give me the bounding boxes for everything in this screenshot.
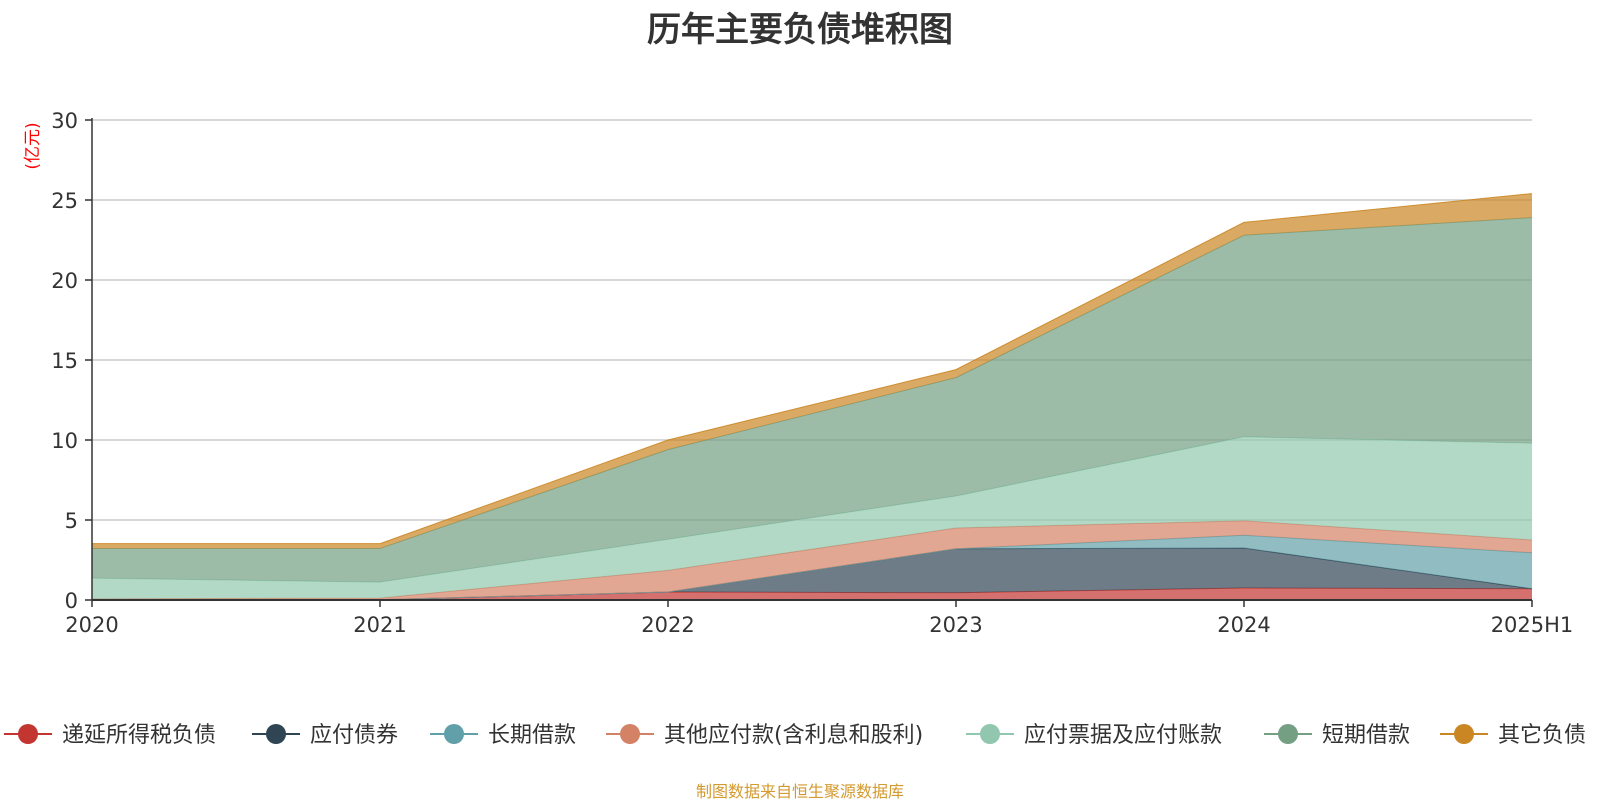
legend-item-3: 长期借款 <box>430 723 576 748</box>
legend-label: 应付债券 <box>310 723 398 748</box>
x-tick-label: 2024 <box>1217 613 1270 637</box>
legend-label: 应付票据及应付账款 <box>1024 723 1222 748</box>
area-series-6 <box>92 217 1532 583</box>
x-tick-label: 2023 <box>929 613 982 637</box>
area-layers <box>91 193 1533 601</box>
y-tick-label: 20 <box>51 269 78 293</box>
area-series-4 <box>92 520 1532 600</box>
area-series-1 <box>92 588 1532 600</box>
x-tick-label: 2021 <box>353 613 406 637</box>
legend-item-4: 其他应付款(含利息和股利) <box>606 723 923 748</box>
legend-label: 递延所得税负债 <box>62 723 216 748</box>
legend: 递延所得税负债 应付债券 长期借款 其他应付款(含利息和股利) 应付票据及应付账款 短期借… <box>4 723 1586 748</box>
legend-item-5: 应付票据及应付账款 <box>966 723 1222 748</box>
legend-marker <box>1278 724 1298 744</box>
legend-label: 其它负债 <box>1498 723 1586 748</box>
y-axis-label: (亿元) <box>23 122 43 169</box>
legend-item-7: 其它负债 <box>1440 723 1586 748</box>
y-tick-label: 30 <box>51 109 78 133</box>
legend-marker <box>266 724 286 744</box>
x-tick-label: 2020 <box>65 613 118 637</box>
area-edge-7 <box>92 193 1533 545</box>
legend-label: 短期借款 <box>1322 723 1410 748</box>
x-tick-label: 2022 <box>641 613 694 637</box>
legend-marker <box>1454 724 1474 744</box>
y-tick-label: 15 <box>51 349 78 373</box>
x-tick-label: 2025H1 <box>1491 613 1574 637</box>
legend-marker <box>620 724 640 744</box>
legend-item-6: 短期借款 <box>1264 723 1410 748</box>
legend-label: 其他应付款(含利息和股利) <box>664 723 923 748</box>
legend-label: 长期借款 <box>488 723 576 748</box>
legend-marker <box>980 724 1000 744</box>
y-tick-label: 0 <box>65 589 78 613</box>
y-tick-label: 5 <box>65 509 78 533</box>
area-series-2 <box>92 548 1532 600</box>
legend-item-2: 应付债券 <box>252 723 398 748</box>
source-note: 制图数据来自恒生聚源数据库 <box>695 782 904 801</box>
legend-marker <box>444 724 464 744</box>
legend-marker <box>18 724 38 744</box>
y-tick-label: 10 <box>51 429 78 453</box>
y-tick-label: 25 <box>51 189 78 213</box>
axes: 0 5 10 15 20 25 30 2020 2021 2022 2023 2024 2025H1 (亿… <box>23 109 1573 637</box>
chart-title: 历年主要负债堆积图 <box>647 10 953 50</box>
legend-item-1: 递延所得税负债 <box>4 723 216 748</box>
